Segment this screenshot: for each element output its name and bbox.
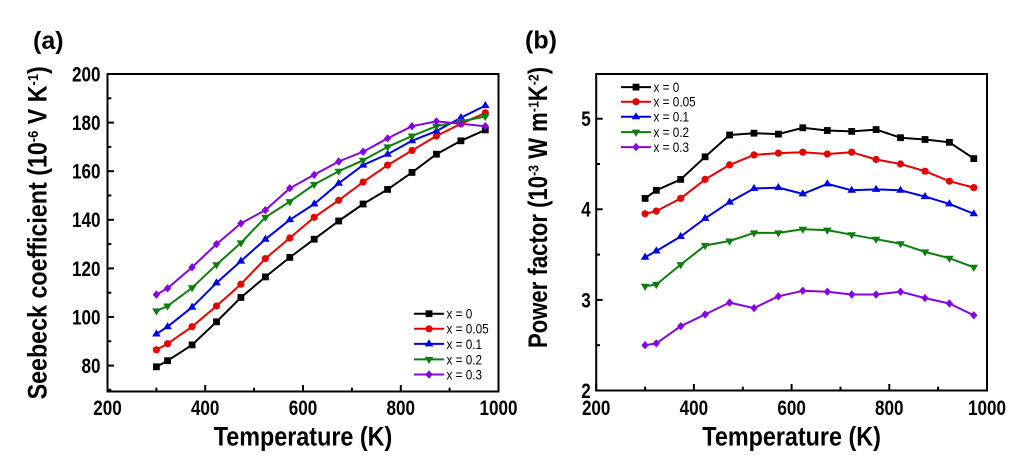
- svg-text:400: 400: [680, 397, 709, 420]
- svg-text:200: 200: [582, 397, 611, 420]
- svg-text:120: 120: [72, 258, 101, 281]
- svg-text:x = 0.1: x = 0.1: [447, 336, 483, 352]
- svg-text:Power factor (10-3 W m-1K-2): Power factor (10-3 W m-1K-2): [524, 67, 554, 348]
- svg-text:200: 200: [72, 63, 101, 86]
- svg-text:800: 800: [875, 397, 904, 420]
- svg-text:800: 800: [387, 397, 416, 420]
- svg-text:Seebeck coefficient (10-6 V K-: Seebeck coefficient (10-6 V K-1): [23, 66, 53, 399]
- svg-text:200: 200: [93, 397, 122, 420]
- svg-text:4: 4: [581, 199, 591, 222]
- svg-text:x = 0: x = 0: [654, 79, 680, 95]
- svg-text:x = 0: x = 0: [447, 306, 473, 322]
- svg-text:180: 180: [72, 112, 101, 135]
- svg-text:(a): (a): [33, 27, 64, 55]
- svg-text:3: 3: [581, 289, 591, 312]
- svg-text:(b): (b): [525, 27, 557, 55]
- svg-text:600: 600: [777, 397, 806, 420]
- svg-text:x = 0.1: x = 0.1: [654, 109, 690, 125]
- svg-text:x = 0.3: x = 0.3: [447, 366, 483, 382]
- svg-text:600: 600: [289, 397, 318, 420]
- svg-text:x = 0.3: x = 0.3: [654, 139, 690, 155]
- svg-text:Temperature (K): Temperature (K): [702, 422, 881, 452]
- svg-text:1000: 1000: [968, 397, 1006, 420]
- svg-text:400: 400: [191, 397, 220, 420]
- svg-text:80: 80: [82, 355, 101, 378]
- svg-text:5: 5: [581, 108, 591, 131]
- svg-text:100: 100: [72, 306, 101, 329]
- svg-text:Temperature (K): Temperature (K): [214, 422, 393, 452]
- svg-text:160: 160: [72, 161, 101, 184]
- svg-text:140: 140: [72, 209, 101, 232]
- svg-text:1000: 1000: [480, 397, 518, 420]
- svg-text:x = 0.2: x = 0.2: [654, 124, 690, 140]
- svg-text:x = 0.05: x = 0.05: [447, 321, 489, 337]
- svg-text:x = 0.2: x = 0.2: [447, 351, 483, 367]
- svg-text:x = 0.05: x = 0.05: [654, 94, 696, 110]
- svg-text:2: 2: [581, 380, 591, 403]
